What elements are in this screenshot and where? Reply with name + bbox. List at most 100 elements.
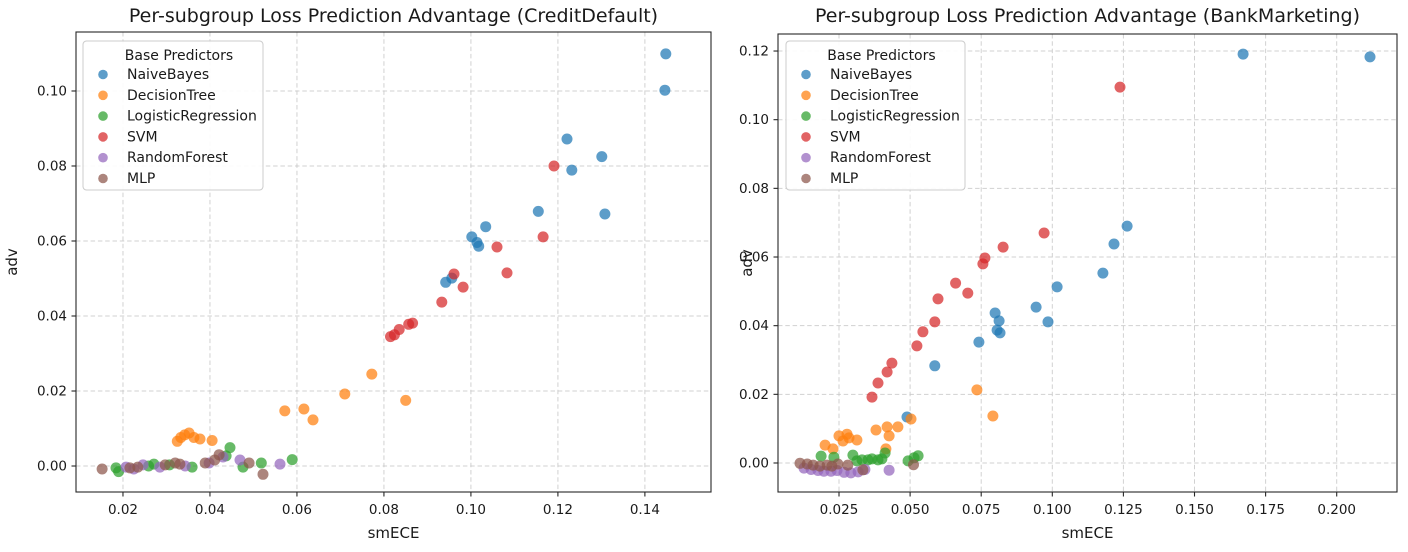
point-NaiveBayes xyxy=(1108,238,1120,250)
point-RandomForest xyxy=(274,458,286,470)
point-DecisionTree xyxy=(870,424,882,436)
legend-label-LogisticRegression: LogisticRegression xyxy=(127,109,257,125)
x-tick-label: 0.125 xyxy=(1104,502,1143,518)
y-tick-label: 0.06 xyxy=(739,250,769,266)
point-DecisionTree xyxy=(298,403,310,415)
point-MLP xyxy=(257,468,269,480)
legend-title: Base Predictors xyxy=(125,48,233,64)
point-NaiveBayes xyxy=(659,84,671,96)
point-DecisionTree xyxy=(851,434,863,446)
legend-marker-SVM xyxy=(801,132,811,142)
x-tick-label: 0.14 xyxy=(630,502,660,518)
x-tick-label: 0.150 xyxy=(1175,502,1214,518)
point-MLP xyxy=(832,458,844,470)
legend-marker-RandomForest xyxy=(801,152,811,163)
point-SVM xyxy=(1038,227,1050,239)
point-NaiveBayes xyxy=(994,327,1006,339)
x-tick-label: 0.12 xyxy=(543,502,573,518)
point-LogisticRegression xyxy=(255,457,267,469)
point-SVM xyxy=(932,293,944,305)
point-SVM xyxy=(436,296,448,308)
point-NaiveBayes xyxy=(440,276,452,288)
point-NaiveBayes xyxy=(660,48,672,60)
y-tick-label: 0.06 xyxy=(37,233,67,249)
point-DecisionTree xyxy=(881,421,893,433)
plot-title: Per-subgroup Loss Prediction Advantage (… xyxy=(815,5,1360,27)
y-tick-label: 0.02 xyxy=(37,384,67,400)
chart-bankmarketing: 0.025 0.050 0.075 0.100 0.125 0.150 0.175 0.200… xyxy=(738,5,1398,542)
series-MLP xyxy=(96,449,269,480)
point-NaiveBayes xyxy=(929,360,941,372)
x-tick-label: 0.175 xyxy=(1246,502,1285,518)
point-SVM xyxy=(886,357,898,369)
x-tick-label: 0.050 xyxy=(891,502,930,518)
x-tick-label: 0.08 xyxy=(369,502,399,518)
legend-marker-NaiveBayes xyxy=(98,69,108,80)
point-SVM xyxy=(979,252,991,264)
point-LogisticRegression xyxy=(815,450,827,462)
point-SVM xyxy=(911,340,923,352)
series-SVM xyxy=(385,160,560,343)
point-DecisionTree xyxy=(892,421,904,433)
point-DecisionTree xyxy=(971,384,983,396)
point-NaiveBayes xyxy=(566,164,578,176)
series-NaiveBayes xyxy=(440,48,672,288)
point-SVM xyxy=(1114,81,1126,93)
point-LogisticRegression xyxy=(224,442,236,454)
point-DecisionTree xyxy=(827,443,839,455)
point-SVM xyxy=(537,231,549,243)
point-NaiveBayes xyxy=(973,336,985,348)
legend-label-DecisionTree: DecisionTree xyxy=(127,88,216,104)
point-SVM xyxy=(393,324,405,335)
point-NaiveBayes xyxy=(1097,267,1109,279)
x-tick-label: 0.06 xyxy=(282,502,312,518)
point-LogisticRegression xyxy=(912,450,924,462)
x-tick-label: 0.200 xyxy=(1317,502,1356,518)
y-tick-label: 0.00 xyxy=(37,459,67,475)
plot-title: Per-subgroup Loss Prediction Advantage (… xyxy=(129,5,658,27)
point-DecisionTree xyxy=(905,413,917,425)
point-MLP xyxy=(124,462,136,474)
y-tick-label: 0.12 xyxy=(739,44,769,60)
legend-box xyxy=(785,40,966,191)
point-MLP xyxy=(857,464,869,476)
point-NaiveBayes xyxy=(473,240,485,252)
y-tick-label: 0.08 xyxy=(37,158,67,174)
plot-frame xyxy=(777,33,1398,493)
point-LogisticRegression xyxy=(286,454,298,466)
point-DecisionTree xyxy=(883,430,895,442)
y-tick-label: 0.00 xyxy=(739,455,769,471)
legend-label-DecisionTree: DecisionTree xyxy=(830,88,919,104)
x-axis-label: smECE xyxy=(368,524,420,542)
point-SVM xyxy=(866,391,878,403)
point-NaiveBayes xyxy=(1237,48,1249,60)
legend-label-MLP: MLP xyxy=(830,171,858,187)
y-tick-label: 0.04 xyxy=(37,309,67,325)
point-MLP xyxy=(842,459,854,471)
series-MLP xyxy=(794,457,919,476)
y-tick-label: 0.04 xyxy=(739,318,769,334)
point-SVM xyxy=(407,317,419,329)
series-SVM xyxy=(866,81,1126,403)
x-tick-label: 0.02 xyxy=(108,502,138,518)
point-SVM xyxy=(448,268,460,280)
point-MLP xyxy=(174,458,186,470)
point-MLP xyxy=(213,449,225,461)
series-LogisticRegression xyxy=(815,447,924,467)
point-LogisticRegression xyxy=(879,447,891,459)
chart-creditdefault: 0.02 0.04 0.06 0.08 0.10 0.12 0.14 0.00 0.02 0.04… xyxy=(3,5,712,542)
point-SVM xyxy=(950,277,962,289)
point-SVM xyxy=(872,377,884,389)
point-NaiveBayes xyxy=(596,151,608,163)
y-tick-label: 0.08 xyxy=(739,181,769,197)
point-NaiveBayes xyxy=(561,133,573,145)
point-DecisionTree xyxy=(194,433,206,445)
x-tick-label: 0.075 xyxy=(962,502,1001,518)
point-NaiveBayes xyxy=(1030,301,1042,313)
x-tick-label: 0.100 xyxy=(1033,502,1072,518)
legend-marker-RandomForest xyxy=(98,152,108,163)
legend-label-SVM: SVM xyxy=(127,129,158,145)
point-SVM xyxy=(917,326,929,338)
point-RandomForest xyxy=(883,464,895,476)
legend-marker-LogisticRegression xyxy=(801,111,811,121)
